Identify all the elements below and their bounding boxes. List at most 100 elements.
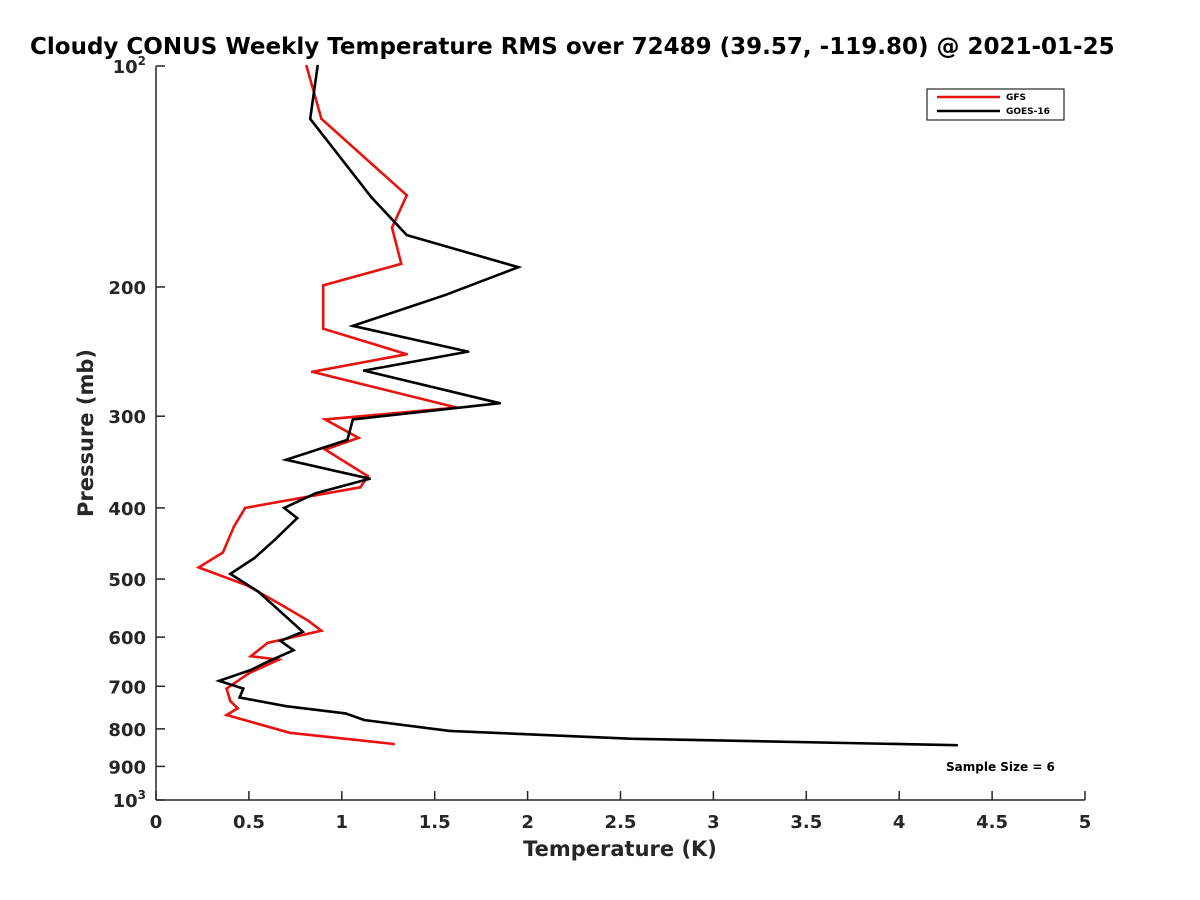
y-tick-exponent: 3 xyxy=(138,788,146,802)
data-point-goes-16 xyxy=(955,743,959,747)
chart-title: Cloudy CONUS Weekly Temperature RMS over… xyxy=(30,34,1115,60)
data-point-gfs xyxy=(307,619,310,623)
data-point-goes-16 xyxy=(282,506,286,510)
data-point-gfs xyxy=(321,327,325,331)
data-point-gfs xyxy=(359,486,362,489)
y-tick-exponent: 2 xyxy=(138,54,146,68)
data-point-goes-16 xyxy=(466,350,470,353)
data-point-gfs xyxy=(232,525,236,528)
x-tick-label: 3.5 xyxy=(790,812,822,833)
x-tick-label: 1.5 xyxy=(419,812,451,833)
y-tick-label: 800 xyxy=(108,720,146,741)
y-tick-label: 103 xyxy=(113,788,146,812)
legend-box xyxy=(926,88,1065,121)
x-tick-label: 2.5 xyxy=(605,812,637,833)
series-line-goes-16 xyxy=(215,65,957,747)
x-tick-label: 0.5 xyxy=(233,812,265,833)
data-point-goes-16 xyxy=(344,712,347,715)
data-point-gfs xyxy=(323,448,327,451)
data-point-goes-16 xyxy=(316,64,319,68)
data-point-gfs xyxy=(399,262,403,266)
data-point-goes-16 xyxy=(351,324,355,328)
data-point-goes-16 xyxy=(253,556,256,560)
data-point-goes-16 xyxy=(238,696,241,699)
data-point-gfs xyxy=(225,687,228,690)
y-tick-base: 10 xyxy=(113,791,138,812)
y-tick-label: 600 xyxy=(108,628,146,649)
axes xyxy=(155,66,1085,801)
data-point-goes-16 xyxy=(498,401,502,405)
data-point-gfs xyxy=(320,117,323,121)
data-point-goes-16 xyxy=(346,438,349,442)
data-point-gfs xyxy=(366,474,370,478)
data-point-gfs xyxy=(321,284,325,287)
data-point-gfs xyxy=(390,226,394,229)
data-point-gfs xyxy=(323,418,327,421)
data-point-gfs xyxy=(243,506,247,510)
y-tick-label: 900 xyxy=(108,757,146,778)
data-point-goes-16 xyxy=(292,648,295,652)
x-tick-label: 0 xyxy=(150,812,163,833)
data-point-gfs xyxy=(305,64,308,68)
data-point-goes-16 xyxy=(370,196,373,199)
x-tick-label: 2 xyxy=(521,812,534,833)
data-point-gfs xyxy=(277,658,280,662)
data-point-gfs xyxy=(229,699,232,703)
data-point-gfs xyxy=(282,605,286,608)
data-point-goes-16 xyxy=(444,293,448,297)
data-point-goes-16 xyxy=(217,679,221,683)
x-tick-label: 1 xyxy=(336,812,349,833)
data-point-goes-16 xyxy=(351,418,355,421)
data-point-goes-16 xyxy=(405,233,409,237)
data-point-gfs xyxy=(266,641,269,645)
data-point-goes-16 xyxy=(362,369,366,372)
data-point-goes-16 xyxy=(314,491,318,495)
x-tick-label: 5 xyxy=(1079,812,1092,833)
legend-label-gfs: GFS xyxy=(1006,93,1026,103)
data-point-goes-16 xyxy=(295,516,299,520)
data-point-goes-16 xyxy=(301,630,305,634)
legend-label-goes-16: GOES-16 xyxy=(1006,107,1050,117)
data-point-gfs xyxy=(320,629,323,633)
data-point-gfs xyxy=(405,193,409,197)
y-tick-label: 200 xyxy=(108,278,146,299)
data-point-gfs xyxy=(357,436,360,440)
data-point-goes-16 xyxy=(284,458,288,462)
sample-size-annotation: Sample Size = 6 xyxy=(946,760,1055,774)
data-point-goes-16 xyxy=(249,668,253,672)
data-point-gfs xyxy=(236,706,240,710)
y-tick-label: 400 xyxy=(108,499,146,520)
legend: GFS GOES-16 xyxy=(926,88,1065,121)
data-point-goes-16 xyxy=(308,117,312,121)
data-point-goes-16 xyxy=(448,729,451,733)
data-point-gfs xyxy=(310,370,314,374)
x-tick-label: 4.5 xyxy=(976,812,1008,833)
y-tick-label: 102 xyxy=(113,54,146,78)
y-tick-label: 300 xyxy=(108,407,146,428)
x-tick-label: 3 xyxy=(707,812,720,833)
data-point-gfs xyxy=(288,731,292,735)
x-axis-label: Temperature (K) xyxy=(523,837,717,861)
data-point-goes-16 xyxy=(264,661,267,664)
data-point-goes-16 xyxy=(284,704,288,708)
data-point-goes-16 xyxy=(256,590,260,593)
data-point-goes-16 xyxy=(279,639,282,643)
data-point-gfs xyxy=(221,551,225,554)
data-point-goes-16 xyxy=(368,477,371,481)
data-point-goes-16 xyxy=(628,737,632,740)
data-point-goes-16 xyxy=(362,718,366,722)
data-point-gfs xyxy=(249,654,253,658)
series-line-gfs xyxy=(195,65,458,746)
x-tick-label: 4 xyxy=(893,812,906,833)
data-point-goes-16 xyxy=(242,687,245,690)
y-tick-base: 10 xyxy=(113,57,138,78)
data-point-gfs xyxy=(247,671,251,675)
y-tick-label: 500 xyxy=(108,570,146,591)
data-point-goes-16 xyxy=(273,538,277,542)
y-axis-label: Pressure (mb) xyxy=(74,349,98,517)
data-point-gfs xyxy=(197,566,201,569)
data-point-goes-16 xyxy=(517,265,520,269)
data-point-gfs xyxy=(392,742,396,746)
y-tick-label: 700 xyxy=(108,677,146,698)
